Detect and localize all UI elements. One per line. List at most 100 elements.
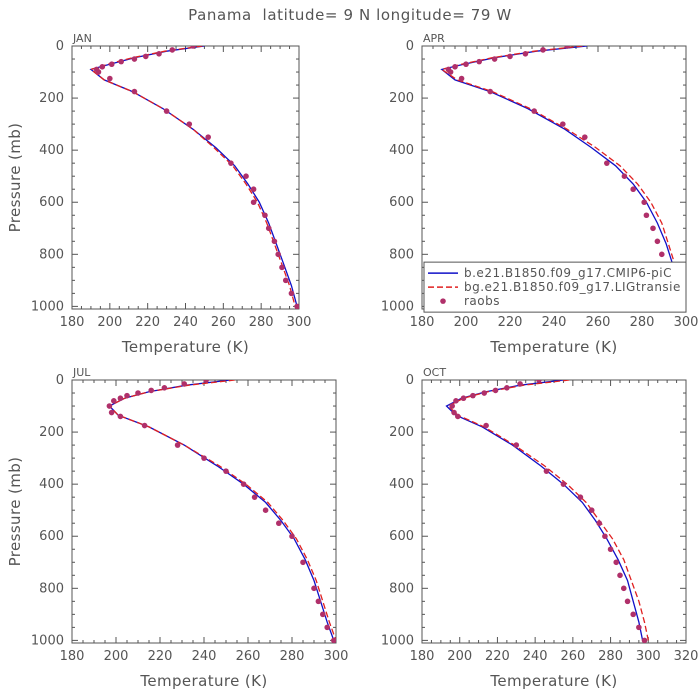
raobs-point bbox=[588, 507, 595, 513]
legend-box bbox=[423, 261, 687, 313]
raobs-point bbox=[455, 413, 461, 420]
panel-jul: 180 200 220 240 260 280 300 0 200 400 600 800 1000 JU… bbox=[6, 366, 348, 690]
raobs-point bbox=[491, 56, 498, 62]
y-tick-label: 1000 bbox=[381, 633, 414, 648]
y-tick-label: 800 bbox=[39, 247, 64, 262]
raobs-point bbox=[108, 409, 115, 416]
raobs-point bbox=[117, 395, 124, 402]
panel-jan: 180 200 220 240 260 280 300 0 200 400 600 800 1000 JA… bbox=[6, 32, 311, 356]
raobs-point bbox=[276, 520, 282, 527]
x-tick-label: 180 bbox=[410, 315, 435, 330]
raobs-point bbox=[124, 392, 130, 399]
raobs-point bbox=[294, 303, 299, 309]
raobs-point bbox=[636, 624, 642, 631]
raobs-point bbox=[613, 559, 620, 566]
raobs-point bbox=[99, 64, 106, 70]
month-label: APR bbox=[423, 32, 445, 45]
raobs-point bbox=[169, 47, 176, 53]
y-tick-label: 400 bbox=[39, 477, 64, 492]
raobs-point bbox=[582, 134, 588, 140]
raobs-point bbox=[522, 51, 529, 57]
raobs-point bbox=[650, 225, 656, 232]
y-tick-label: 0 bbox=[56, 373, 64, 388]
panel-apr: 180 200 220 240 260 280 300 0 200 400 600 800 1000 AP… bbox=[381, 32, 699, 356]
y-tick-label: 600 bbox=[389, 195, 414, 210]
y-tick-label: 400 bbox=[389, 477, 414, 492]
y-tick-label: 800 bbox=[39, 581, 64, 596]
x-tick-label: 260 bbox=[236, 649, 261, 664]
y-tick-label: 200 bbox=[39, 91, 64, 106]
x-tick-label: 260 bbox=[560, 649, 585, 664]
raobs-point bbox=[517, 381, 523, 387]
month-label: JUL bbox=[72, 366, 91, 379]
x-tick-label: 200 bbox=[104, 649, 129, 664]
raobs-point bbox=[282, 277, 289, 284]
raobs-point bbox=[324, 624, 331, 631]
x-tick-label: 260 bbox=[586, 315, 611, 330]
x-tick-label: 220 bbox=[135, 315, 160, 330]
x-tick-label: 240 bbox=[192, 649, 217, 664]
raobs-point bbox=[275, 251, 281, 258]
raobs-point bbox=[262, 212, 268, 219]
x-tick-label: 260 bbox=[211, 315, 236, 330]
raobs-point bbox=[458, 75, 465, 82]
raobs-point bbox=[223, 468, 229, 474]
raobs-point bbox=[451, 409, 457, 416]
y-tick-label: 400 bbox=[389, 143, 414, 158]
raobs-point bbox=[148, 387, 154, 394]
raobs-point bbox=[621, 173, 628, 179]
raobs-point bbox=[577, 494, 584, 500]
raobs-point bbox=[641, 637, 648, 643]
chart-panels: 180 200 220 240 260 280 300 0 200 400 600 800 1000 JA… bbox=[6, 32, 698, 690]
raobs-point bbox=[106, 403, 113, 409]
x-axis-label: Temperature (K) bbox=[489, 672, 617, 690]
plot-data bbox=[89, 46, 299, 309]
raobs-point bbox=[265, 225, 272, 232]
y-tick-label: 600 bbox=[39, 195, 64, 210]
raobs-point bbox=[111, 398, 117, 404]
raobs-point bbox=[476, 58, 483, 65]
raobs-point bbox=[602, 533, 608, 540]
raobs-point bbox=[311, 585, 317, 592]
raobs-point bbox=[531, 108, 537, 114]
raobs-point bbox=[131, 56, 138, 62]
raobs-point bbox=[604, 160, 610, 166]
series-line-piControl bbox=[445, 380, 644, 641]
raobs-point bbox=[630, 611, 636, 618]
legend: b.e21.B1850.f09_g17.CMIP6-piCbg.e21.B185… bbox=[423, 261, 687, 313]
raobs-point bbox=[641, 199, 647, 206]
y-tick-label: 1000 bbox=[31, 633, 64, 648]
raobs-point bbox=[131, 88, 138, 95]
y-axis-label: Pressure (mb) bbox=[6, 123, 24, 233]
raobs-point bbox=[289, 533, 295, 540]
raobs-point bbox=[513, 442, 520, 448]
raobs-point bbox=[483, 422, 489, 429]
y-tick-label: 200 bbox=[39, 425, 64, 440]
x-axis-label: Temperature (K) bbox=[139, 672, 267, 690]
raobs-point bbox=[320, 611, 326, 618]
raobs-point bbox=[463, 61, 469, 68]
x-tick-label: 300 bbox=[674, 315, 699, 330]
plot-data bbox=[106, 380, 336, 643]
x-tick-label: 240 bbox=[542, 315, 567, 330]
raobs-point bbox=[190, 46, 196, 49]
plot-data bbox=[445, 380, 649, 643]
series-line-piControl bbox=[108, 380, 335, 641]
x-tick-label: 200 bbox=[454, 315, 479, 330]
panel-oct: 180 200 220 240 260 280 300 320 0 200 400 600 800 100… bbox=[381, 366, 699, 690]
raobs-point bbox=[560, 121, 566, 127]
raobs-point bbox=[156, 51, 162, 57]
x-tick-label: 280 bbox=[280, 649, 305, 664]
raobs-point bbox=[630, 186, 636, 193]
series-line-LIGtransient bbox=[108, 380, 336, 641]
raobs-point bbox=[624, 598, 631, 605]
raobs-point bbox=[108, 61, 115, 68]
figure-title: Panama latitude= 9 N longitude= 79 W bbox=[188, 6, 512, 24]
raobs-point bbox=[315, 598, 322, 605]
series-line-piControl bbox=[89, 46, 298, 307]
plot-data bbox=[440, 46, 686, 309]
y-tick-label: 400 bbox=[39, 143, 64, 158]
y-tick-label: 1000 bbox=[31, 299, 64, 314]
y-tick-label: 800 bbox=[389, 247, 414, 262]
